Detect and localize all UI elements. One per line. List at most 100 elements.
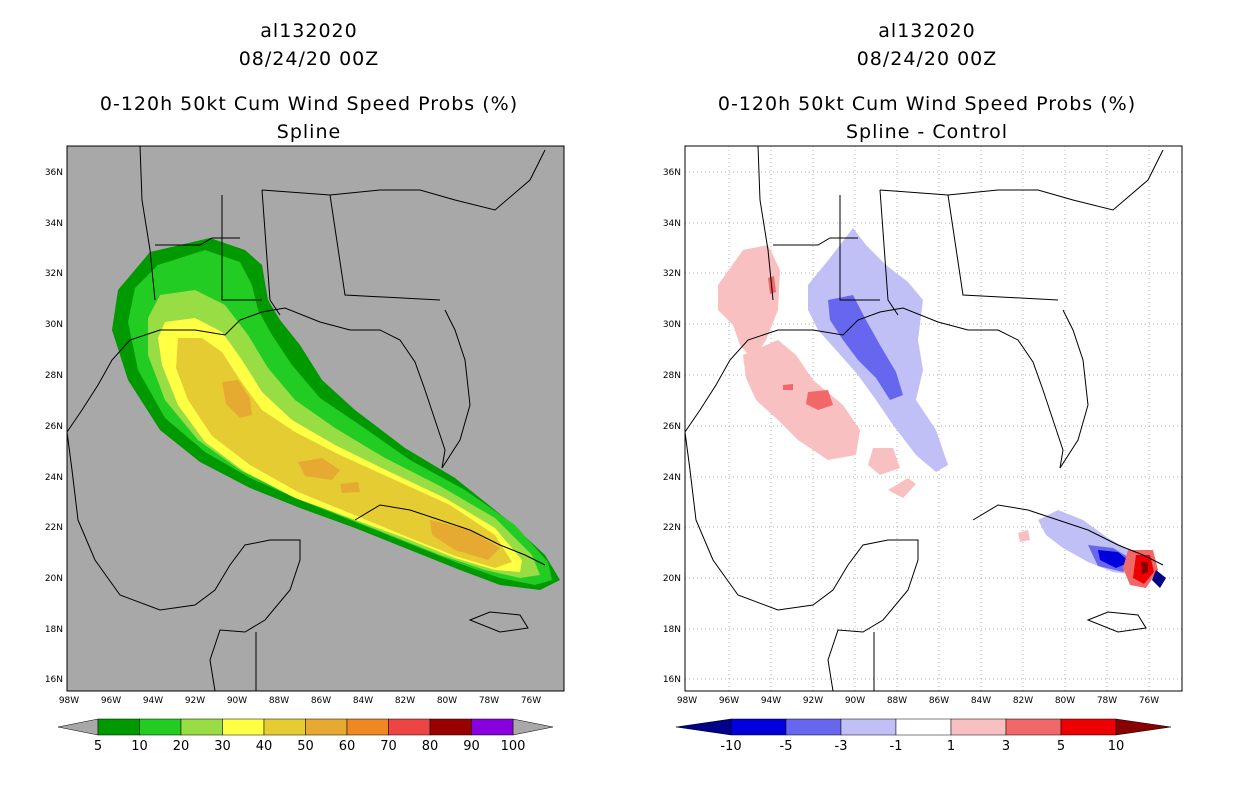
colorbar-segment — [263, 718, 306, 736]
colorbar-label: 30 — [214, 739, 231, 754]
lon-label: 86W — [311, 696, 331, 706]
lon-label: 94W — [761, 696, 781, 706]
lon-label: 80W — [437, 696, 457, 706]
lon-label: 88W — [887, 696, 907, 706]
lon-label: 96W — [719, 696, 739, 706]
colorbar-segments — [730, 718, 1117, 736]
colorbar-label: 90 — [463, 739, 480, 754]
storm-id-title: al132020 — [260, 20, 358, 42]
lon-label: 94W — [143, 696, 163, 706]
colorbar-segment — [1005, 718, 1062, 736]
contour-50-b — [298, 458, 340, 480]
lon-label: 98W — [677, 696, 697, 706]
colorbar-segment — [730, 718, 787, 736]
lat-label: 34N — [663, 219, 681, 229]
colorbar-segment — [785, 718, 842, 736]
colorbar-segment — [471, 718, 514, 736]
colorbar: 5 10 20 30 40 50 60 70 80 90 100 — [57, 718, 554, 754]
colorbar-label: 40 — [256, 739, 273, 754]
positive-area-10 — [1141, 562, 1148, 574]
colorbar-label: 80 — [422, 739, 439, 754]
colorbar-segment — [305, 718, 348, 736]
datetime-title: 08/24/20 00Z — [238, 48, 380, 70]
colorbar-segment — [388, 718, 431, 736]
lon-label: 86W — [929, 696, 949, 706]
lat-label: 32N — [45, 269, 63, 279]
coastlines — [67, 146, 546, 691]
colorbar-labels: 5 10 20 30 40 50 60 70 80 90 100 — [94, 739, 526, 754]
lon-label: 90W — [845, 696, 865, 706]
colorbar-over — [1115, 718, 1172, 736]
probability-contours — [112, 238, 560, 590]
colorbar-labels: -10 -5 -3 -1 1 3 5 10 — [720, 739, 1124, 754]
positive-area-7 — [888, 478, 916, 498]
contour-50-d — [430, 520, 500, 560]
colorbar-label: 10 — [1108, 739, 1125, 754]
coastlines — [685, 146, 1164, 691]
lon-label: 98W — [59, 696, 79, 706]
colorbar-segment — [429, 718, 472, 736]
colorbar-label: 10 — [131, 739, 148, 754]
lon-label: 96W — [101, 696, 121, 706]
colorbar-segment — [840, 718, 897, 736]
longitude-axis: 98W 96W 94W 92W 90W 88W 86W 84W 82W 80W … — [59, 696, 541, 706]
lon-label: 82W — [1013, 696, 1033, 706]
colorbar-segment — [346, 718, 389, 736]
colorbar-label: 70 — [380, 739, 397, 754]
lat-label: 16N — [45, 675, 63, 685]
colorbar-label: -5 — [780, 739, 793, 754]
lon-label: 76W — [1139, 696, 1159, 706]
map-background — [685, 146, 1182, 691]
lon-label: 80W — [1055, 696, 1075, 706]
lat-label: 36N — [45, 168, 63, 178]
storm-id-title: al132020 — [878, 20, 976, 42]
colorbar-label: 100 — [501, 739, 526, 754]
probability-map: 36N 34N 32N 30N 28N 26N 24N 22N 20N 18N … — [45, 145, 565, 754]
colorbar-label: 3 — [1002, 739, 1010, 754]
colorbar-label: -3 — [835, 739, 848, 754]
colorbar-over — [512, 718, 554, 736]
lon-label: 82W — [395, 696, 415, 706]
latitude-axis: 36N 34N 32N 30N 28N 26N 24N 22N 20N 18N … — [663, 168, 681, 685]
lon-label: 90W — [227, 696, 247, 706]
colorbar-segments — [97, 718, 514, 736]
contour-40 — [176, 338, 512, 568]
lat-label: 20N — [45, 574, 63, 584]
lat-label: 22N — [45, 523, 63, 533]
subtitle: Spline — [276, 121, 342, 143]
colorbar-label: 60 — [339, 739, 356, 754]
lat-label: 34N — [45, 219, 63, 229]
contour-50-c — [340, 482, 360, 493]
lat-label: 18N — [45, 625, 63, 635]
negative-area-2 — [828, 295, 903, 400]
map-frame — [66, 145, 565, 692]
lon-label: 92W — [803, 696, 823, 706]
lat-label: 24N — [45, 473, 63, 483]
lat-label: 18N — [663, 625, 681, 635]
colorbar-segment — [1060, 718, 1117, 736]
colorbar-segment — [895, 718, 952, 736]
lon-label: 88W — [269, 696, 289, 706]
latitude-axis: 36N 34N 32N 30N 28N 26N 24N 22N 20N 18N … — [45, 168, 63, 685]
lon-label: 76W — [521, 696, 541, 706]
lat-label: 22N — [663, 523, 681, 533]
lat-label: 30N — [663, 320, 681, 330]
negative-area-6 — [1152, 570, 1166, 588]
colorbar-segment — [97, 718, 140, 736]
lat-label: 28N — [45, 371, 63, 381]
positive-area-11 — [1018, 530, 1030, 542]
difference-map: 36N 34N 32N 30N 28N 26N 24N 22N 20N 18N … — [663, 145, 1183, 754]
colorbar-label: -10 — [720, 739, 741, 754]
product-title: 0-120h 50kt Cum Wind Speed Probs (%) — [717, 93, 1137, 115]
colorbar-segment — [139, 718, 182, 736]
lat-label: 26N — [663, 422, 681, 432]
lat-label: 30N — [45, 320, 63, 330]
colorbar-label: 20 — [173, 739, 190, 754]
colorbar-segment — [950, 718, 1007, 736]
right-panel: al132020 08/24/20 00Z 0-120h 50kt Cum Wi… — [618, 0, 1236, 800]
lon-label: 84W — [353, 696, 373, 706]
colorbar-under — [57, 718, 99, 736]
colorbar-label: 5 — [94, 739, 102, 754]
positive-area-1 — [718, 245, 780, 360]
lon-label: 78W — [1097, 696, 1117, 706]
